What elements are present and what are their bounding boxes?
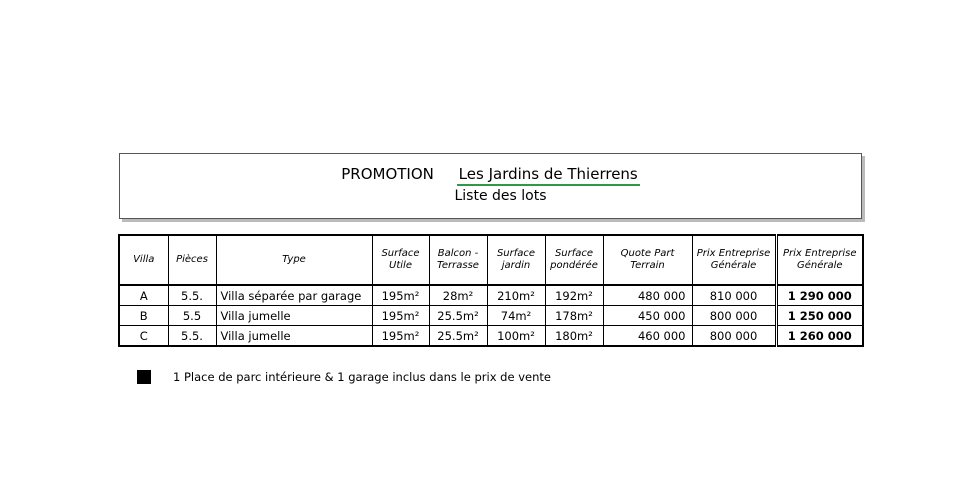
table-cell: 180m²: [544, 325, 604, 347]
promotion-name: Les Jardins de Thierrens: [456, 165, 640, 186]
footnote: 1 Place de parc intérieure & 1 garage in…: [137, 370, 551, 384]
table-cell: 210m²: [486, 284, 546, 306]
table-cell: 100m²: [486, 325, 546, 347]
table-cell: 178m²: [544, 305, 604, 326]
table-cell: 28m²: [428, 284, 488, 306]
table-cell: 5.5.: [167, 284, 217, 306]
table-cell: Villa jumelle: [215, 305, 373, 326]
table-cell: C: [118, 325, 169, 347]
table-cell: 25.5m²: [428, 325, 488, 347]
table-cell: 800 000: [691, 325, 777, 347]
column-header: Villa: [118, 234, 169, 286]
table-cell: 460 000: [602, 325, 693, 347]
table-body: A 5.5. Villa séparée par garage 195m² 28m² 21…: [118, 284, 864, 347]
table-head: Villa Pièces Type Surface Utile Balcon - Ter…: [118, 234, 864, 286]
column-header: Pièces: [167, 234, 217, 286]
table-cell: B: [118, 305, 169, 326]
promotion-label: PROMOTION: [341, 165, 434, 183]
table-cell: 1 260 000: [774, 325, 864, 347]
header-box: PROMOTION Les Jardins de Thierrens Liste…: [119, 153, 862, 219]
lots-table: Villa Pièces Type Surface Utile Balcon - Ter…: [118, 234, 864, 347]
table-cell: 1 290 000: [774, 284, 864, 306]
column-header: Prix Entreprise Générale: [691, 234, 777, 286]
column-header: Balcon - Terrasse: [428, 234, 488, 286]
table-row: A 5.5. Villa séparée par garage 195m² 28m² 21…: [118, 284, 864, 306]
table-cell: 450 000: [602, 305, 693, 326]
table-cell: 195m²: [371, 305, 430, 326]
bullet-square: [137, 370, 151, 384]
table-cell: 5.5.: [167, 325, 217, 347]
table-cell: 192m²: [544, 284, 604, 306]
table-row: B 5.5 Villa jumelle 195m² 25.5m² 74m² 178m² 450…: [118, 305, 864, 326]
table-cell: Villa séparée par garage: [215, 284, 373, 306]
column-header: Type: [215, 234, 373, 286]
table-cell: 5.5: [167, 305, 217, 326]
subtitle: Liste des lots: [454, 188, 547, 204]
column-header: Surface jardin: [486, 234, 546, 286]
header-row: Villa Pièces Type Surface Utile Balcon - Ter…: [118, 234, 864, 286]
table-cell: 800 000: [691, 305, 777, 326]
column-header: Prix Entreprise Générale: [774, 234, 864, 286]
column-header: Quote Part Terrain: [602, 234, 693, 286]
table-cell: Villa jumelle: [215, 325, 373, 347]
table-cell: 1 250 000: [774, 305, 864, 326]
table-cell: 810 000: [691, 284, 777, 306]
table-cell: 480 000: [602, 284, 693, 306]
table-row: C 5.5. Villa jumelle 195m² 25.5m² 100m² 180m² 4…: [118, 325, 864, 347]
table-cell: 74m²: [486, 305, 546, 326]
footnote-text: 1 Place de parc intérieure & 1 garage in…: [173, 370, 551, 384]
column-header: Surface pondérée: [544, 234, 604, 286]
table-cell: 195m²: [371, 284, 430, 306]
column-header: Surface Utile: [371, 234, 430, 286]
table-cell: A: [118, 284, 169, 306]
table-cell: 25.5m²: [428, 305, 488, 326]
title-line: PROMOTION Les Jardins de Thierrens: [120, 165, 861, 186]
table-cell: 195m²: [371, 325, 430, 347]
